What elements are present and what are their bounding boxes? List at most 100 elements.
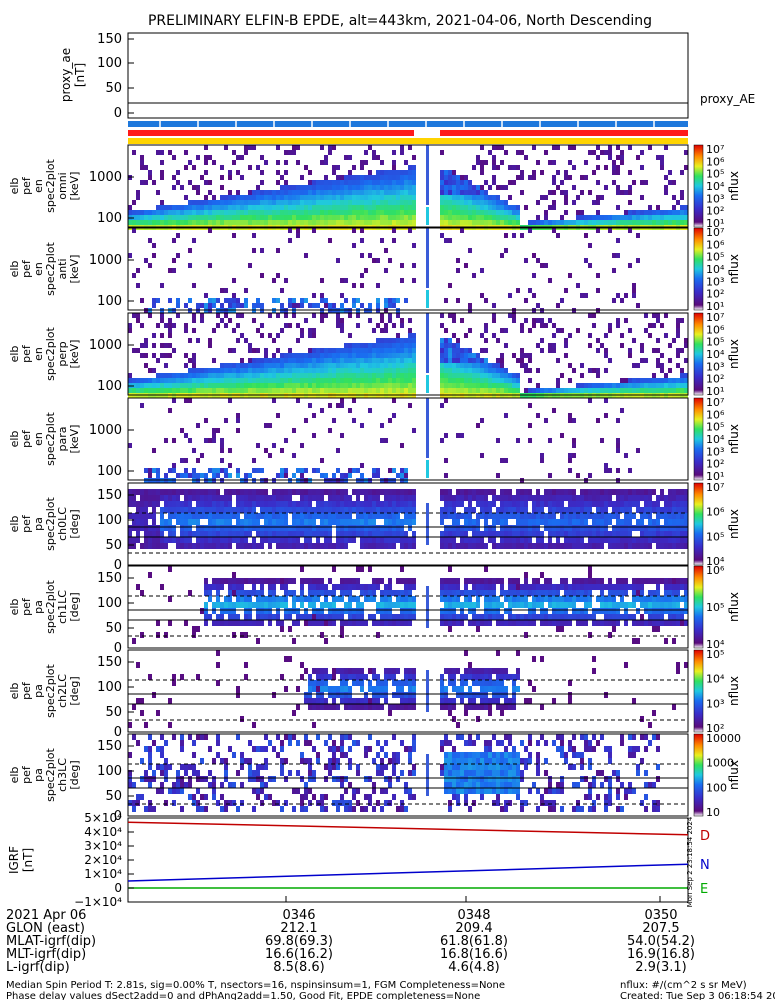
- panel-ylabel: elb: [8, 431, 21, 448]
- spin-bar: [128, 121, 688, 127]
- proxy-ytick: 50: [105, 81, 122, 96]
- colorbar-label: nflux: [727, 254, 741, 284]
- panel-ylabel: elb: [8, 346, 21, 363]
- panel-ylabel: spec2plot: [44, 327, 57, 381]
- colorbar-label: nflux: [727, 760, 741, 790]
- footer-note: nflux: #/(cm^2 s sr MeV): [620, 980, 747, 991]
- panel-ytick: 1000: [89, 423, 122, 438]
- proxy-ae-legend: proxy_AE: [700, 92, 755, 106]
- colorbar-tick: 10⁶: [706, 323, 725, 336]
- colorbar-tick: 10⁴: [706, 180, 725, 193]
- proxy-ytick: 150: [97, 32, 122, 47]
- panel-ytick: 50: [105, 705, 122, 720]
- panel-ytick: 100: [97, 513, 122, 528]
- panel-ylabel: [keV]: [68, 172, 81, 201]
- panel-ytick: 100: [97, 680, 122, 695]
- plot-title: PRELIMINARY ELFIN-B EPDE, alt=443km, 202…: [148, 13, 652, 29]
- panel-ytick: 1000: [89, 253, 122, 268]
- footer-value: 212.1: [280, 921, 317, 936]
- footer-value: 207.5: [642, 921, 679, 936]
- footer-value: 16.9(16.8): [627, 947, 695, 962]
- colorbar-tick: 10000: [706, 732, 741, 745]
- igrf-series-label: N: [700, 858, 710, 873]
- colorbar-label: nflux: [727, 424, 741, 454]
- colorbar: [693, 733, 704, 817]
- panel-ylabel: pef: [20, 344, 33, 363]
- panel-ylabel: spec2plot: [44, 580, 57, 634]
- panel-ytick: 1000: [89, 170, 122, 185]
- panel-ylabel: elb: [8, 261, 21, 278]
- colorbar-label: nflux: [727, 676, 741, 706]
- footer-row-label: MLT-igrf(dip): [6, 947, 86, 962]
- igrf-unit: [nT]: [21, 848, 35, 872]
- panel-ylabel: spec2plot: [44, 159, 57, 213]
- panel-ytick: 150: [97, 488, 122, 503]
- panel-ylabel: elb: [8, 516, 21, 533]
- panel-ylabel: elb: [8, 683, 21, 700]
- colorbar-tick: 10⁶: [706, 238, 725, 251]
- panel-ylabel: para: [56, 427, 69, 452]
- colorbar-tick: 10⁵: [706, 421, 724, 434]
- panel-ylabel: spec2plot: [44, 242, 57, 296]
- footer-value: 54.0(54.2): [627, 934, 695, 949]
- proxy-ae-ylabel: proxy_ae: [59, 48, 73, 102]
- colorbar-tick: 10⁷: [706, 143, 724, 156]
- panel-ylabel: pef: [20, 765, 33, 784]
- colorbar-tick: 10²: [706, 722, 724, 735]
- proxy-ae-panel: proxy_ae [nT] proxy_AE 150 100 50 0: [59, 32, 755, 121]
- panel-ylabel: ch2LC: [56, 674, 69, 708]
- colorbar-tick: 10⁴: [706, 638, 725, 651]
- igrf-series-label: E: [700, 882, 708, 897]
- colorbar-tick: 10³: [706, 697, 724, 710]
- panel-ylabel: perp: [56, 341, 69, 366]
- colorbar-tick: 10⁷: [706, 311, 724, 324]
- igrf-series-label: D: [700, 829, 710, 844]
- panel-ylabel: pef: [20, 259, 33, 278]
- panel-ytick: 150: [97, 655, 122, 670]
- pitch-angle-panel: 150 100 50 0 elb pef pa spec2plot ch2LC [deg] 10⁵ 1…: [8, 648, 741, 740]
- colorbar-tick: 10²: [706, 205, 724, 218]
- colorbar-tick: 10³: [706, 445, 724, 458]
- igrf-ytick: 5×10⁴: [84, 811, 122, 825]
- red-bar-left: [128, 130, 414, 136]
- colorbar-tick: 10⁵: [706, 251, 724, 264]
- footer-value: 69.8(69.3): [265, 934, 333, 949]
- colorbar-tick: 10⁴: [706, 433, 725, 446]
- igrf-ytick: 1×10⁴: [84, 867, 122, 881]
- panel-ytick: 0: [114, 558, 122, 573]
- footer-row-label: MLAT-igrf(dip): [6, 934, 96, 949]
- panel-ylabel: omni: [56, 172, 69, 199]
- panel-ylabel: pa: [32, 768, 45, 782]
- proxy-ytick: 0: [114, 106, 122, 121]
- colorbar-tick: 10³: [706, 275, 724, 288]
- footer-note: Phase delay values dSect2add=0 and dPhAn…: [6, 991, 480, 1000]
- panel-ytick: 50: [105, 789, 122, 804]
- colorbar-label: nflux: [727, 171, 741, 201]
- colorbar: [693, 482, 704, 566]
- colorbar-tick: 10: [706, 806, 720, 819]
- footer-value: 16.6(16.2): [265, 947, 333, 962]
- panel-ylabel: pef: [20, 597, 33, 616]
- panel-ylabel: en: [32, 262, 45, 276]
- colorbar: [693, 397, 704, 481]
- colorbar: [693, 565, 704, 649]
- footer-value: 209.4: [455, 921, 492, 936]
- footer-date: 2021 Apr 06: [6, 908, 86, 923]
- igrf-ytick: 4×10⁴: [84, 825, 122, 839]
- panel-ylabel: elb: [8, 599, 21, 616]
- side-timestamp: Mon Sep 2 23:18:54 2024: [686, 816, 694, 907]
- panel-ylabel: ch0LC: [56, 507, 69, 541]
- colorbar-label: nflux: [727, 592, 741, 622]
- panel-ylabel: [keV]: [68, 425, 81, 454]
- colorbar-tick: 10²: [706, 373, 724, 386]
- panel-ylabel: en: [32, 347, 45, 361]
- panel-ytick: 100: [97, 294, 122, 309]
- panel-ylabel: pef: [20, 681, 33, 700]
- igrf-ylabel: IGRF: [7, 846, 21, 874]
- colorbar-tick: 10²: [706, 288, 724, 301]
